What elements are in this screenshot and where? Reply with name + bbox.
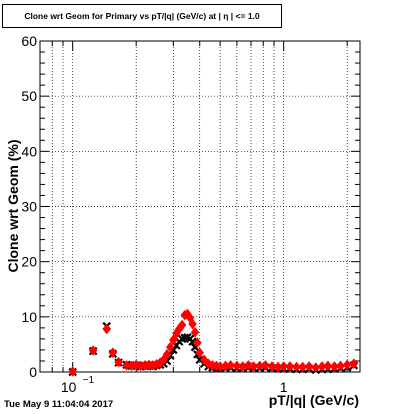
data-point-red — [323, 360, 333, 372]
data-point-red — [188, 318, 197, 330]
y-tick-label: 30 — [21, 199, 37, 215]
data-point-red — [114, 356, 123, 368]
data-point-red — [177, 319, 187, 331]
data-point-red — [292, 361, 301, 373]
data-point-red — [190, 326, 200, 338]
y-tick-label: 10 — [21, 309, 37, 325]
data-point-red — [279, 361, 288, 372]
data-point-red — [108, 347, 118, 359]
data-point-red — [298, 361, 307, 373]
data-point-red — [244, 359, 253, 371]
chart-title: Clone wrt Geom for Primary vs pT/|q| (Ge… — [2, 4, 282, 28]
timestamp: Tue May 9 11:04:04 2017 — [4, 399, 114, 410]
data-point-red — [102, 323, 112, 335]
data-point-red — [162, 348, 172, 360]
data-point-red — [195, 347, 205, 359]
y-axis-label: Clone wrt Geom (%) — [5, 139, 21, 272]
y-tick-label: 0 — [29, 364, 37, 380]
data-point-red — [304, 361, 314, 372]
data-point-red — [88, 345, 98, 356]
data-point-red — [261, 359, 270, 371]
data-point-red — [165, 341, 175, 353]
data-point-red — [232, 360, 242, 372]
y-tick-label: 50 — [21, 88, 37, 104]
data-point-red — [226, 359, 235, 371]
x-tick-label-exponent: −1 — [83, 375, 95, 386]
x-axis-label: pT/|q| (GeV/c) — [269, 392, 359, 408]
data-point-red — [285, 361, 295, 372]
data-point-red — [249, 361, 258, 372]
x-tick-label: 1 — [280, 379, 288, 395]
data-point-red — [349, 358, 359, 370]
y-tick-label: 40 — [21, 143, 37, 159]
data-point-red — [342, 359, 352, 371]
data-point-red — [68, 366, 78, 377]
data-point-red — [267, 361, 277, 372]
data-point-red — [336, 360, 345, 372]
data-point-red — [330, 361, 339, 372]
data-point-red — [193, 337, 202, 349]
y-tick-label: 60 — [21, 33, 37, 49]
x-tick-label: 10 — [61, 379, 77, 395]
y-tick-label: 20 — [21, 254, 37, 270]
